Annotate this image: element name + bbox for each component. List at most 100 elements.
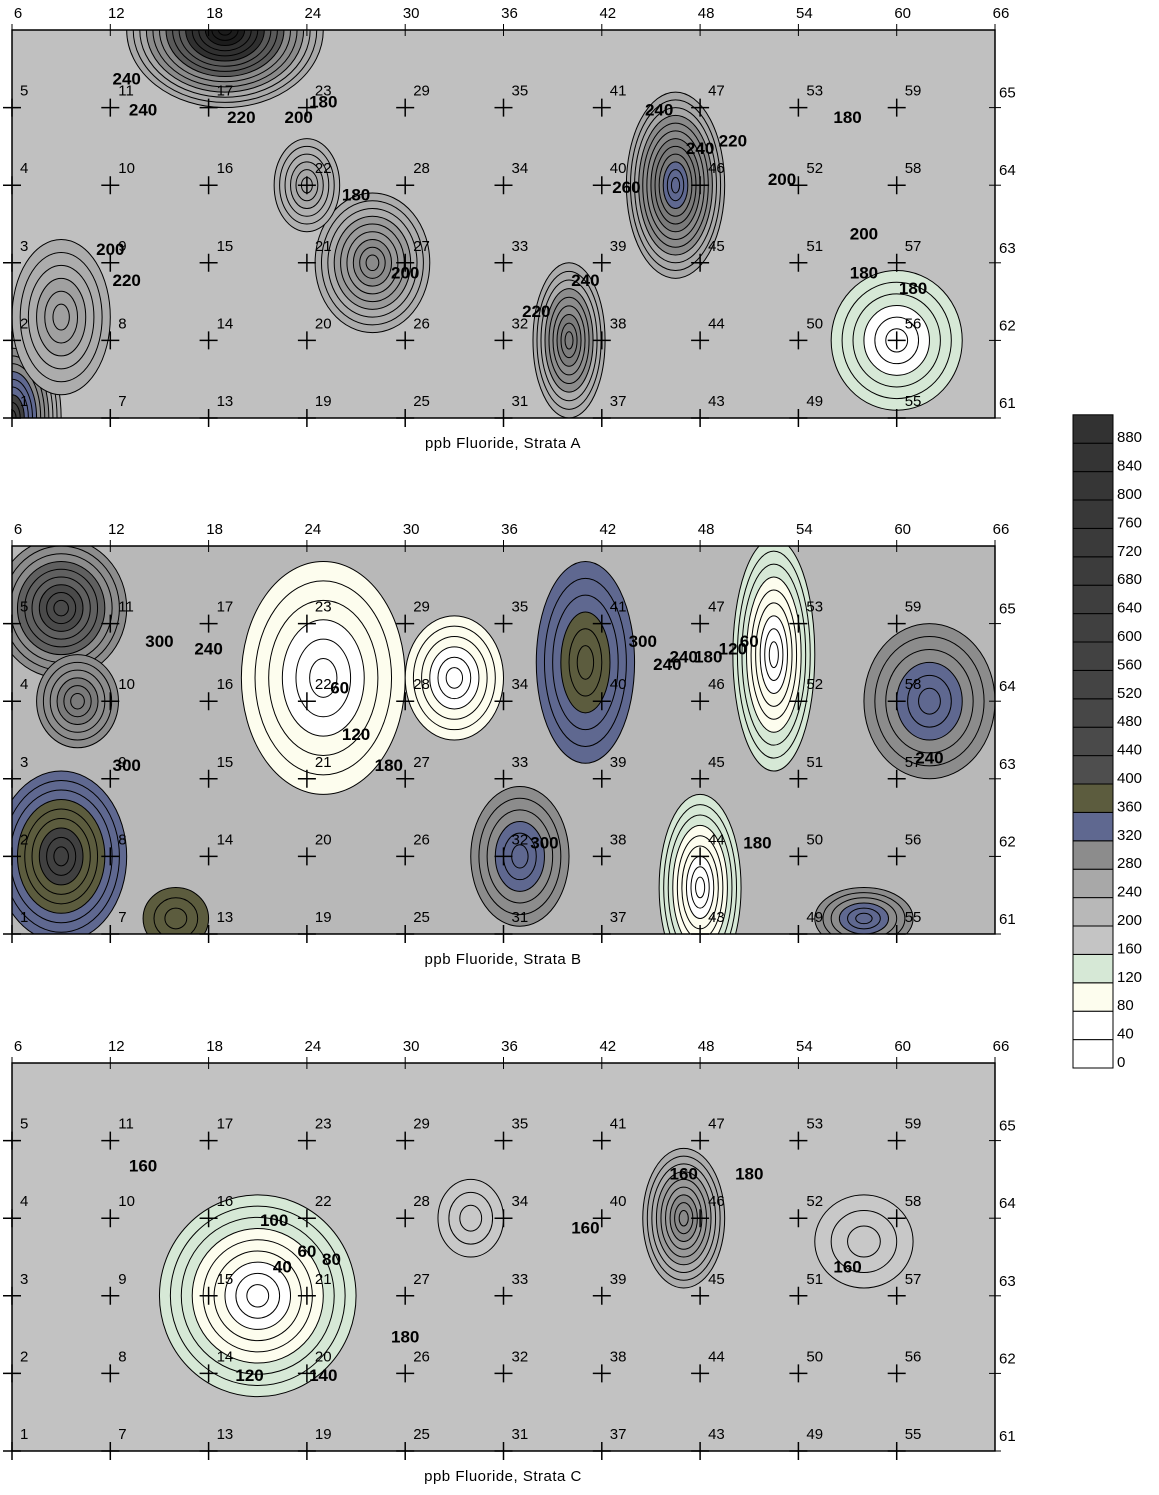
well-label: 38 [610, 315, 627, 332]
well-label: 34 [512, 676, 529, 693]
contour-label: 180 [342, 186, 370, 205]
well-marker [3, 925, 21, 943]
well-label: 26 [413, 315, 430, 332]
well-label: 35 [512, 1116, 529, 1133]
well-marker [199, 614, 218, 633]
well-label: 55 [905, 1426, 922, 1443]
well-label: 16 [217, 676, 234, 693]
well-label: 4 [20, 160, 28, 177]
well-label: 58 [905, 1193, 922, 1210]
well-marker [494, 98, 513, 117]
contour-band [576, 645, 595, 680]
well-label: 13 [217, 393, 234, 410]
well-label: 1 [20, 1426, 28, 1443]
contour-label: 200 [768, 170, 796, 189]
well-label: 45 [708, 1271, 725, 1288]
well-marker [101, 1364, 120, 1383]
x-tick-label: 48 [698, 521, 715, 538]
contour-label: 140 [309, 1366, 337, 1385]
well-label: 33 [512, 754, 529, 771]
well-label: 46 [708, 160, 725, 177]
well-marker [691, 409, 710, 427]
well-marker [494, 1286, 513, 1305]
well-label: 5 [20, 1116, 28, 1133]
legend-band [1072, 499, 1114, 529]
well-marker [297, 1442, 316, 1460]
contour-label: 300 [145, 632, 173, 651]
well-label: 31 [512, 1426, 529, 1443]
well-label: 50 [806, 315, 823, 332]
legend-label: 680 [1117, 571, 1142, 588]
well-label: 25 [413, 1426, 430, 1443]
well-marker [592, 331, 611, 350]
contour-label: 180 [735, 1164, 763, 1183]
well-label: 49 [806, 909, 823, 926]
contour-label: 160 [670, 1164, 698, 1183]
x-tick-label: 42 [599, 521, 616, 538]
well-label: 4 [20, 676, 28, 693]
well-label: 31 [512, 393, 529, 410]
x-tick-label: 48 [698, 5, 715, 22]
legend-label: 40 [1117, 1026, 1134, 1043]
well-label: 3 [20, 238, 28, 255]
x-tick-label: 54 [796, 5, 813, 22]
legend-band [1072, 783, 1114, 813]
well-label: 10 [118, 160, 135, 177]
well-label: 28 [413, 1193, 430, 1210]
well-marker [396, 98, 415, 117]
x-tick-label: 12 [108, 1038, 125, 1055]
well-marker [691, 1286, 710, 1305]
well-marker [101, 1442, 120, 1460]
x-tick-label: 36 [501, 521, 518, 538]
well-marker [199, 1131, 218, 1150]
well-marker [494, 253, 513, 272]
legend-band [1072, 925, 1114, 955]
contour-map [12, 30, 995, 418]
legend-band [1072, 1010, 1114, 1041]
well-marker [592, 1209, 611, 1228]
well-label: 9 [118, 1271, 126, 1288]
well-marker [3, 409, 21, 427]
well-marker [494, 1364, 513, 1383]
well-marker [101, 409, 120, 427]
well-label: 53 [806, 599, 823, 616]
contour-label: 200 [285, 108, 313, 127]
y-tick-label: 63 [999, 240, 1016, 257]
well-marker [199, 769, 218, 788]
legend-band [1072, 1039, 1114, 1069]
well-label: 33 [512, 238, 529, 255]
well-marker [199, 1209, 218, 1228]
well-marker [789, 769, 808, 788]
contour-label: 180 [375, 756, 403, 775]
well-marker [691, 98, 710, 117]
well-marker [592, 614, 611, 633]
well-marker [396, 1442, 415, 1460]
x-tick-label: 24 [305, 5, 322, 22]
well-marker [297, 98, 316, 117]
well-label: 26 [413, 1348, 430, 1365]
panel-caption: ppb Fluoride, Strata B [425, 951, 582, 968]
well-marker [199, 1286, 218, 1305]
well-marker [592, 253, 611, 272]
legend-band [1072, 868, 1114, 899]
legend-label: 640 [1117, 600, 1142, 617]
contour-band [164, 907, 188, 930]
well-marker [396, 847, 415, 866]
well-label: 19 [315, 393, 332, 410]
well-marker [396, 331, 415, 350]
contour-band [246, 1284, 270, 1308]
legend-label: 520 [1117, 685, 1142, 702]
well-marker [3, 614, 21, 633]
well-label: 40 [610, 1193, 627, 1210]
well-marker [887, 925, 906, 943]
legend-band [1072, 613, 1114, 643]
well-label: 39 [610, 238, 627, 255]
x-tick-label: 54 [796, 521, 813, 538]
y-tick-label: 65 [999, 601, 1016, 618]
contour-band [52, 303, 70, 331]
contour-band [695, 876, 706, 899]
well-marker [592, 1364, 611, 1383]
well-marker [396, 1209, 415, 1228]
contour-band [365, 254, 380, 272]
legend-band [1072, 442, 1114, 473]
